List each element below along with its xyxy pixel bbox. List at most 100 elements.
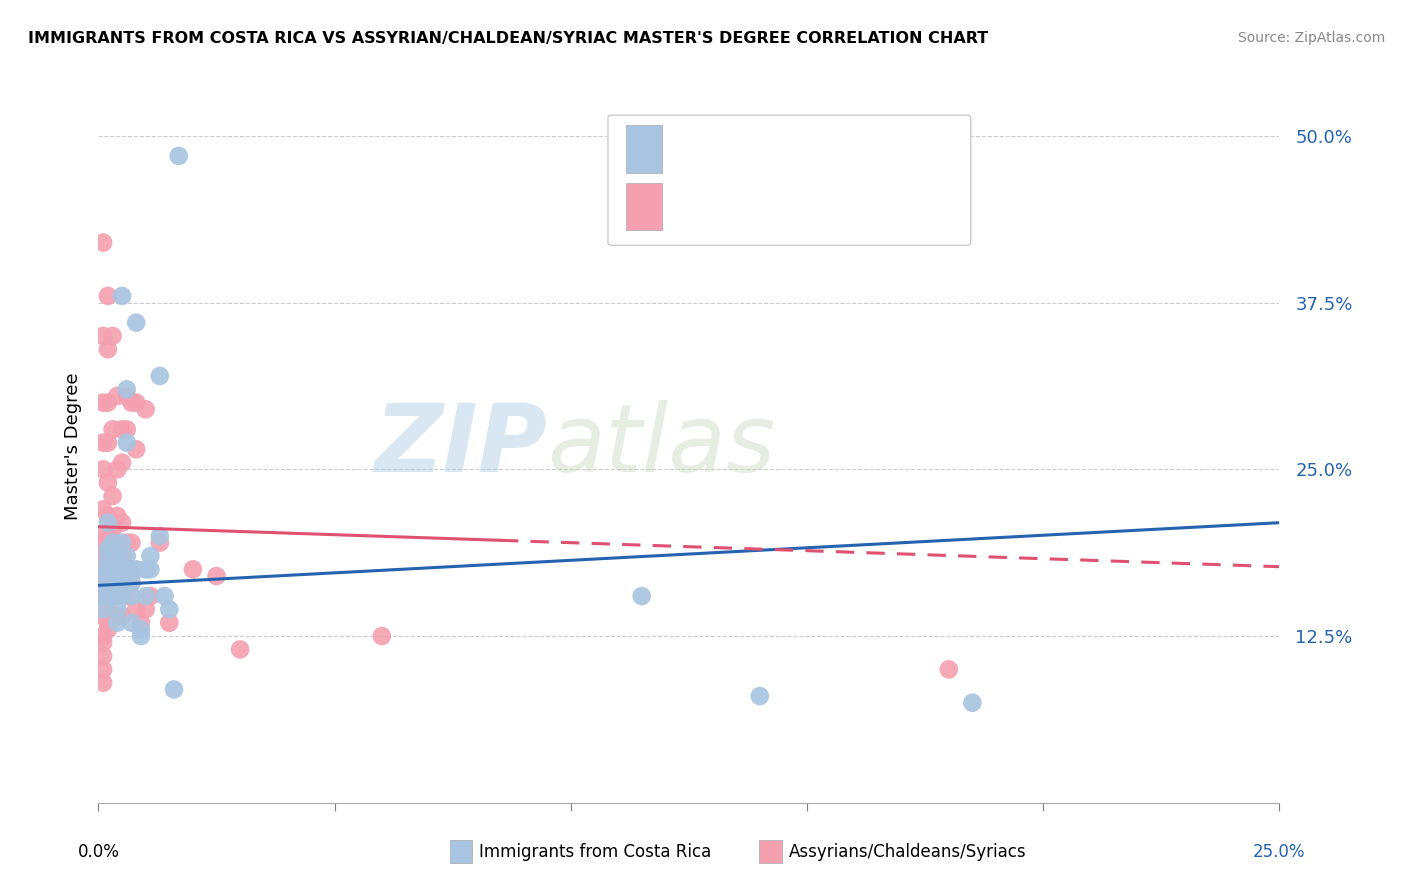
Point <box>125 442 148 457</box>
Point <box>111 289 134 303</box>
Point <box>121 562 143 576</box>
Point <box>91 562 114 576</box>
Point <box>111 456 134 470</box>
Text: 49: 49 <box>877 141 903 159</box>
Point <box>101 582 124 597</box>
Point <box>121 562 143 576</box>
Point <box>97 589 120 603</box>
Point <box>115 389 138 403</box>
Point <box>91 575 114 590</box>
Point <box>153 589 176 603</box>
Point <box>157 615 180 630</box>
Point <box>125 395 148 409</box>
Point <box>229 642 252 657</box>
Point <box>121 395 143 409</box>
Point <box>105 589 128 603</box>
Point <box>157 602 180 616</box>
Point <box>97 582 120 597</box>
Point <box>91 636 114 650</box>
Point <box>91 609 114 624</box>
Point <box>135 562 157 576</box>
Point <box>101 575 124 590</box>
Point <box>101 549 124 563</box>
Point <box>105 389 128 403</box>
Point <box>205 569 228 583</box>
Point <box>129 615 152 630</box>
Point <box>111 535 134 549</box>
Point <box>97 542 120 557</box>
Point <box>105 589 128 603</box>
Point <box>135 402 157 417</box>
Y-axis label: Master's Degree: Master's Degree <box>63 372 82 520</box>
Point <box>938 662 960 676</box>
Point <box>111 422 134 436</box>
Point <box>125 316 148 330</box>
Point <box>163 682 186 697</box>
Point <box>101 589 124 603</box>
Point <box>105 462 128 476</box>
Point <box>101 562 124 576</box>
Point <box>105 602 128 616</box>
Point <box>91 462 114 476</box>
Point <box>97 529 120 543</box>
Point <box>105 509 128 524</box>
Point <box>91 562 114 576</box>
Point <box>149 368 172 383</box>
Point <box>115 549 138 563</box>
Text: Source: ZipAtlas.com: Source: ZipAtlas.com <box>1237 31 1385 45</box>
Point <box>101 562 124 576</box>
Text: atlas: atlas <box>547 401 776 491</box>
Text: -0.065: -0.065 <box>725 198 787 216</box>
Point <box>97 575 120 590</box>
Point <box>97 435 120 450</box>
Point <box>97 509 120 524</box>
Point <box>105 575 128 590</box>
Point <box>111 562 134 576</box>
Point <box>91 529 114 543</box>
Point <box>91 662 114 676</box>
Point <box>139 562 162 576</box>
Point <box>111 609 134 624</box>
Text: 25.0%: 25.0% <box>1253 843 1306 861</box>
Point <box>97 602 120 616</box>
Point <box>97 516 120 530</box>
Point <box>91 535 114 549</box>
Point <box>115 422 138 436</box>
Text: 80: 80 <box>877 198 903 216</box>
Point <box>91 235 114 250</box>
Point <box>91 395 114 409</box>
Text: R =: R = <box>676 141 714 159</box>
Point <box>101 535 124 549</box>
Point <box>91 502 114 516</box>
Point <box>115 535 138 549</box>
Point <box>91 589 114 603</box>
Point <box>105 575 128 590</box>
Point <box>91 602 114 616</box>
Point <box>121 575 143 590</box>
Point <box>101 575 124 590</box>
Text: N =: N = <box>828 198 868 216</box>
Point <box>91 629 114 643</box>
Point <box>101 489 124 503</box>
Point <box>91 589 114 603</box>
Point <box>97 343 120 357</box>
Point <box>97 589 120 603</box>
Point <box>630 589 652 603</box>
Point <box>97 623 120 637</box>
Text: ZIP: ZIP <box>374 400 547 492</box>
Point <box>101 609 124 624</box>
Point <box>91 649 114 664</box>
Point <box>97 475 120 490</box>
Point <box>135 602 157 616</box>
Point <box>962 696 984 710</box>
Point <box>121 589 143 603</box>
Point <box>91 329 114 343</box>
Point <box>129 623 152 637</box>
Text: Immigrants from Costa Rica: Immigrants from Costa Rica <box>479 843 711 861</box>
Point <box>115 562 138 576</box>
Point <box>105 542 128 557</box>
Point <box>135 589 157 603</box>
Point <box>121 535 143 549</box>
Text: 0.048: 0.048 <box>725 141 780 159</box>
Point <box>105 569 128 583</box>
